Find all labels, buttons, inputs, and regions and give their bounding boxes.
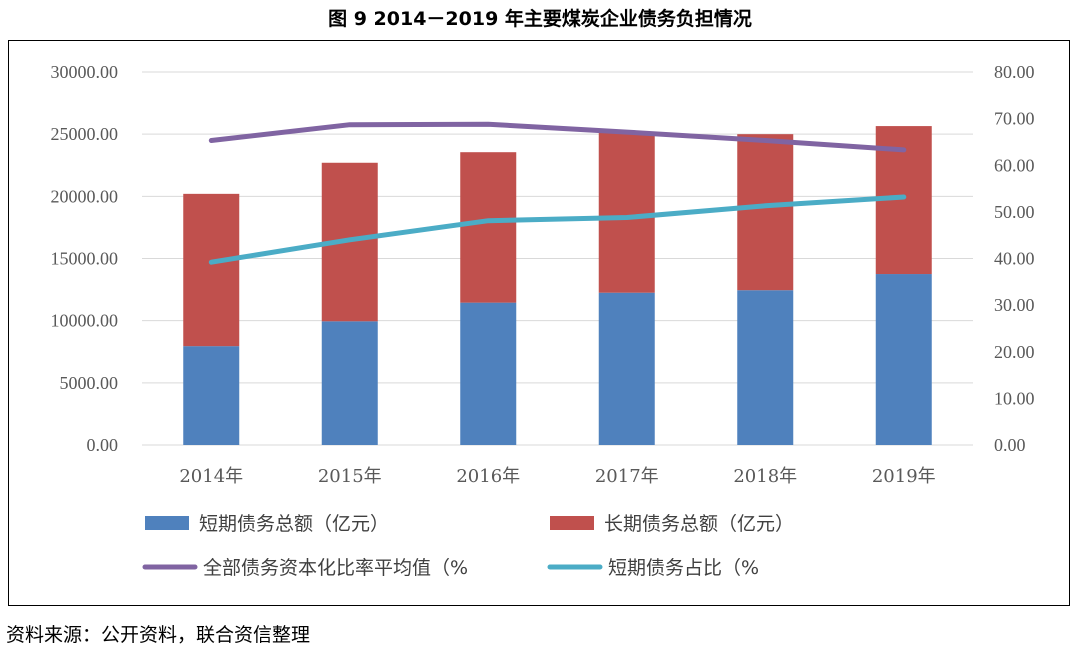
y-left-tick-label: 30000.00 bbox=[51, 62, 119, 82]
y-right-tick-label: 80.00 bbox=[994, 62, 1035, 82]
bar-short-term bbox=[321, 321, 378, 445]
bar-short-term bbox=[875, 274, 932, 445]
y-left-tick-label: 5000.00 bbox=[60, 373, 119, 393]
chart-frame bbox=[8, 40, 1070, 606]
y-left-tick-label: 0.00 bbox=[87, 435, 119, 455]
legend-label: 短期债务总额（亿元） bbox=[199, 513, 389, 535]
y-right-tick-label: 30.00 bbox=[994, 295, 1035, 315]
gridlines bbox=[142, 71, 973, 446]
y-right-tick-label: 10.00 bbox=[994, 388, 1035, 408]
bar-long-term bbox=[737, 134, 794, 291]
figure-caption: 图 9 2014－2019 年主要煤炭企业债务负担情况 bbox=[328, 8, 752, 30]
legend-label: 全部债务资本化比率平均值（% bbox=[203, 557, 468, 579]
bar-long-term bbox=[460, 152, 517, 303]
legend: 短期债务总额（亿元） 长期债务总额（亿元） 全部债务资本化比率平均值（% 短期债务占比… bbox=[142, 513, 794, 579]
source-note: 资料来源：公开资料，联合资信整理 bbox=[6, 624, 311, 646]
y-axis-right: 0.00 10.00 20.00 30.00 40.00 50.00 60.00 70.00 8… bbox=[994, 62, 1035, 455]
line-group bbox=[208, 121, 907, 265]
bar-short-term bbox=[737, 290, 794, 445]
x-tick-label: 2014年 bbox=[179, 466, 243, 487]
y-right-tick-label: 20.00 bbox=[994, 342, 1035, 362]
bar-short-term bbox=[598, 292, 655, 445]
bar-short-term bbox=[183, 346, 240, 445]
y-right-tick-label: 40.00 bbox=[994, 249, 1035, 269]
legend-label: 短期债务占比（% bbox=[608, 557, 759, 579]
y-left-tick-label: 20000.00 bbox=[51, 186, 119, 206]
x-tick-label: 2019年 bbox=[872, 466, 936, 487]
bar-group bbox=[183, 126, 932, 445]
x-tick-label: 2016年 bbox=[456, 466, 520, 487]
y-right-tick-label: 70.00 bbox=[994, 109, 1035, 129]
y-left-tick-label: 15000.00 bbox=[51, 249, 119, 269]
y-left-tick-label: 25000.00 bbox=[51, 124, 119, 144]
x-axis: 2014年 2015年 2016年 2017年 2018年 2019年 bbox=[179, 466, 935, 487]
x-tick-label: 2018年 bbox=[733, 466, 797, 487]
line-short-term-share bbox=[208, 194, 907, 265]
y-right-tick-label: 60.00 bbox=[994, 155, 1035, 175]
y-axis-left: 0.00 5000.00 10000.00 15000.00 20000.00 25000… bbox=[51, 62, 119, 455]
legend-swatch bbox=[550, 516, 594, 530]
y-left-tick-label: 10000.00 bbox=[51, 311, 119, 331]
line-debt-capital-ratio bbox=[208, 121, 907, 153]
y-right-tick-label: 50.00 bbox=[994, 202, 1035, 222]
y-right-tick-label: 0.00 bbox=[994, 435, 1026, 455]
bar-short-term bbox=[460, 302, 517, 445]
legend-label: 长期债务总额（亿元） bbox=[604, 513, 794, 535]
bar-long-term bbox=[598, 132, 655, 293]
x-tick-label: 2015年 bbox=[318, 466, 382, 487]
x-tick-label: 2017年 bbox=[595, 466, 659, 487]
bar-long-term bbox=[183, 193, 240, 347]
legend-swatch bbox=[145, 516, 189, 530]
